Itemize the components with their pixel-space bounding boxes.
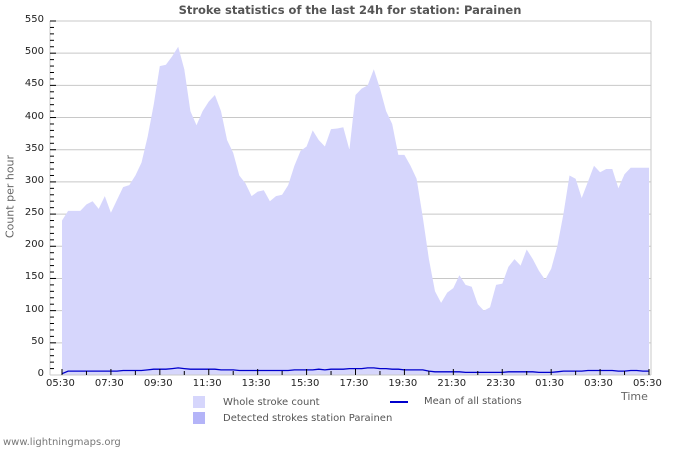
x-tick-label: 23:30 [486, 378, 516, 389]
x-tick-label: 09:30 [143, 378, 173, 389]
x-tick-label: 17:30 [339, 378, 369, 389]
credit-link[interactable]: www.lightningmaps.org [3, 437, 121, 448]
y-tick-label: 550 [24, 14, 44, 25]
y-tick-label: 500 [24, 46, 44, 58]
x-tick-label: 05:30 [46, 378, 75, 389]
y-tick-label: 300 [24, 174, 44, 186]
whole-stroke-area [62, 46, 649, 375]
legend-swatch-whole [193, 396, 205, 408]
x-tick-label: 03:30 [584, 378, 613, 389]
legend-mean-of-all-stations: Mean of all stations [390, 396, 522, 407]
legend-label-detected: Detected strokes station Parainen [223, 412, 393, 424]
legend-detected-strokes: Detected strokes station Parainen [193, 412, 392, 424]
y-tick-label: 50 [31, 335, 44, 347]
x-tick-label: 01:30 [535, 378, 564, 389]
x-tick-label: 19:30 [388, 378, 418, 389]
y-tick-label: 200 [24, 239, 44, 251]
legend-label-mean: Mean of all stations [424, 396, 522, 407]
x-tick-label: 21:30 [437, 378, 467, 389]
y-tick-label: 100 [24, 303, 44, 315]
y-tick-label: 400 [24, 110, 44, 122]
x-tick-label: 15:30 [290, 378, 320, 389]
y-tick-label: 0 [37, 368, 44, 379]
legend-swatch-detected [193, 412, 205, 424]
legend-swatch-mean [390, 400, 408, 403]
y-tick-label: 250 [24, 207, 44, 219]
y-tick-label: 350 [24, 142, 44, 154]
legend-label-whole: Whole stroke count [223, 396, 320, 408]
x-tick-label: 11:30 [192, 378, 222, 389]
y-tick-label: 450 [24, 78, 44, 90]
chart-title: Stroke statistics of the last 24h for st… [178, 3, 522, 17]
x-tick-label: 05:30 [633, 378, 662, 389]
legend-whole-stroke-count: Whole stroke count [193, 396, 320, 408]
x-axis-label: Time [621, 390, 648, 403]
y-tick-label: 150 [24, 271, 44, 283]
x-tick-label: 07:30 [94, 378, 124, 389]
x-tick-label: 13:30 [241, 378, 271, 389]
